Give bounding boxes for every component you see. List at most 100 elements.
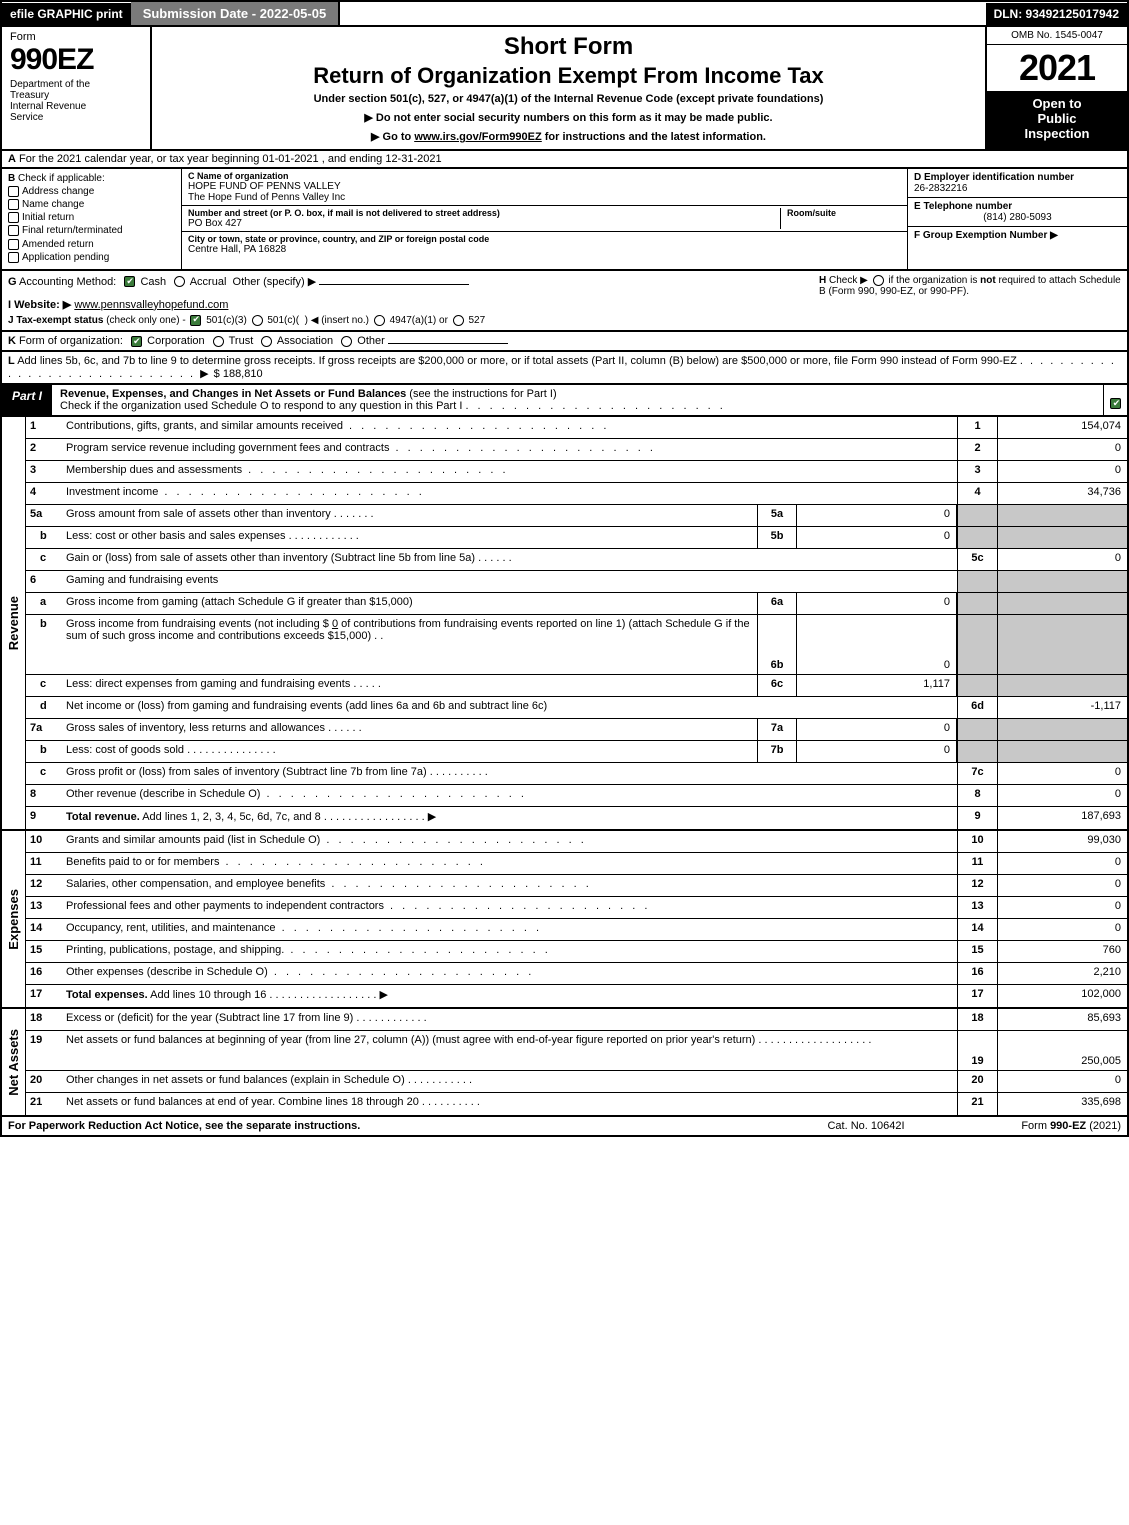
radio-accrual[interactable] xyxy=(174,276,185,287)
row-a-text: For the 2021 calendar year, or tax year … xyxy=(19,153,442,165)
ein-label: D Employer identification number xyxy=(914,172,1121,183)
net-assets-side-label: Net Assets xyxy=(2,1009,26,1115)
footer-cat-no: Cat. No. 10642I xyxy=(791,1120,941,1132)
expenses-side-label: Expenses xyxy=(2,831,26,1007)
inspection-label: Open toPublicInspection xyxy=(987,92,1127,149)
form-word: Form xyxy=(10,31,142,43)
cb-amended[interactable]: Amended return xyxy=(8,239,175,250)
addr-value: PO Box 427 xyxy=(188,218,774,229)
line-4: 4 Investment income 4 34,736 xyxy=(26,483,1127,505)
other-specify-input[interactable] xyxy=(319,284,469,285)
row-g-label: G xyxy=(8,276,17,288)
phone-block: E Telephone number (814) 280-5093 xyxy=(908,198,1127,227)
line-7b: b Less: cost of goods sold . . . . . . .… xyxy=(26,741,1127,763)
cb-final-return[interactable]: Final return/terminated xyxy=(8,225,175,236)
line-21: 21 Net assets or fund balances at end of… xyxy=(26,1093,1127,1115)
group-exemption-label: F Group Exemption Number ▶ xyxy=(914,230,1058,241)
omb-number: OMB No. 1545-0047 xyxy=(987,27,1127,45)
row-l: L Add lines 5b, 6c, and 7b to line 9 to … xyxy=(0,352,1129,385)
room-label: Room/suite xyxy=(787,208,901,218)
line-5c: c Gain or (loss) from sale of assets oth… xyxy=(26,549,1127,571)
radio-trust[interactable] xyxy=(213,336,224,347)
col-def: D Employer identification number 26-2832… xyxy=(907,169,1127,269)
form-header: Form 990EZ Department of theTreasuryInte… xyxy=(0,25,1129,151)
row-i: I Website: ▶ www.pennsvalleyhopefund.com xyxy=(8,298,811,311)
footer-form-ref: Form 990-EZ (2021) xyxy=(941,1120,1121,1132)
info-grid: B Check if applicable: Address change Na… xyxy=(0,169,1129,271)
line-19: 19 Net assets or fund balances at beginn… xyxy=(26,1031,1127,1071)
line-6d: d Net income or (loss) from gaming and f… xyxy=(26,697,1127,719)
page-footer: For Paperwork Reduction Act Notice, see … xyxy=(0,1117,1129,1137)
line-20: 20 Other changes in net assets or fund b… xyxy=(26,1071,1127,1093)
part-1-title: Revenue, Expenses, and Changes in Net As… xyxy=(52,385,1103,415)
cb-schedule-o[interactable] xyxy=(1110,398,1121,409)
expenses-table: Expenses 10 Grants and similar amounts p… xyxy=(0,831,1129,1009)
line-9: 9 Total revenue. Add lines 1, 2, 3, 4, 5… xyxy=(26,807,1127,829)
cb-initial-return[interactable]: Initial return xyxy=(8,212,175,223)
line-5a: 5a Gross amount from sale of assets othe… xyxy=(26,505,1127,527)
radio-4947[interactable] xyxy=(374,315,385,326)
header-left: Form 990EZ Department of theTreasuryInte… xyxy=(2,27,152,149)
col-b: B Check if applicable: Address change Na… xyxy=(2,169,182,269)
short-form-title: Short Form xyxy=(162,33,975,61)
radio-other-org[interactable] xyxy=(341,336,352,347)
line-6b: b Gross income from fundraising events (… xyxy=(26,615,1127,675)
row-k-label: K xyxy=(8,335,16,347)
cb-501c3[interactable] xyxy=(190,315,201,326)
line-2: 2 Program service revenue including gove… xyxy=(26,439,1127,461)
line-5b: b Less: cost or other basis and sales ex… xyxy=(26,527,1127,549)
row-a-label: A xyxy=(8,153,16,165)
org-name-1: HOPE FUND OF PENNS VALLEY xyxy=(188,181,901,192)
org-name-2: The Hope Fund of Penns Valley Inc xyxy=(188,192,901,203)
instruction-2: ▶ Go to www.irs.gov/Form990EZ for instru… xyxy=(162,130,975,143)
address-block: Number and street (or P. O. box, if mail… xyxy=(182,206,907,232)
irs-link[interactable]: www.irs.gov/Form990EZ xyxy=(414,131,541,143)
cb-name-change[interactable]: Name change xyxy=(8,199,175,210)
radio-schedule-b[interactable] xyxy=(873,275,884,286)
row-i-label: I Website: ▶ xyxy=(8,299,71,311)
cb-address-change[interactable]: Address change xyxy=(8,186,175,197)
website-value: www.pennsvalleyhopefund.com xyxy=(74,299,228,311)
row-j-label: J Tax-exempt status xyxy=(8,315,103,326)
col-b-heading: B Check if applicable: xyxy=(8,173,175,184)
row-k: K Form of organization: Corporation Trus… xyxy=(0,332,1129,352)
line-3: 3 Membership dues and assessments 3 0 xyxy=(26,461,1127,483)
row-h-label: H xyxy=(819,275,826,286)
radio-501c[interactable] xyxy=(252,315,263,326)
line-13: 13 Professional fees and other payments … xyxy=(26,897,1127,919)
line-6: 6 Gaming and fundraising events xyxy=(26,571,1127,593)
city-value: Centre Hall, PA 16828 xyxy=(188,244,901,255)
phone-value: (814) 280-5093 xyxy=(914,212,1121,223)
org-name-label: C Name of organization xyxy=(188,171,901,181)
efile-label[interactable]: efile GRAPHIC print xyxy=(2,3,131,25)
net-assets-table: Net Assets 18 Excess or (deficit) for th… xyxy=(0,1009,1129,1117)
other-org-input[interactable] xyxy=(388,343,508,344)
radio-527[interactable] xyxy=(453,315,464,326)
row-gh: G Accounting Method: Cash Accrual Other … xyxy=(0,271,1129,332)
row-g: G Accounting Method: Cash Accrual Other … xyxy=(8,275,811,326)
row-j: J Tax-exempt status (check only one) - 5… xyxy=(8,315,811,326)
line-12: 12 Salaries, other compensation, and emp… xyxy=(26,875,1127,897)
line-16: 16 Other expenses (describe in Schedule … xyxy=(26,963,1127,985)
line-15: 15 Printing, publications, postage, and … xyxy=(26,941,1127,963)
line-7c: c Gross profit or (loss) from sales of i… xyxy=(26,763,1127,785)
top-bar: efile GRAPHIC print Submission Date - 20… xyxy=(0,0,1129,25)
header-right: OMB No. 1545-0047 2021 Open toPublicInsp… xyxy=(987,27,1127,149)
line-11: 11 Benefits paid to or for members 11 0 xyxy=(26,853,1127,875)
line-14: 14 Occupancy, rent, utilities, and maint… xyxy=(26,919,1127,941)
line-6c: c Less: direct expenses from gaming and … xyxy=(26,675,1127,697)
revenue-table: Revenue 1 Contributions, gifts, grants, … xyxy=(0,417,1129,831)
footer-left: For Paperwork Reduction Act Notice, see … xyxy=(8,1120,791,1132)
instr2-post: for instructions and the latest informat… xyxy=(542,131,766,143)
city-block: City or town, state or province, country… xyxy=(182,232,907,257)
ein-block: D Employer identification number 26-2832… xyxy=(908,169,1127,198)
cb-corporation[interactable] xyxy=(131,336,142,347)
row-h: H Check ▶ if the organization is not req… xyxy=(811,275,1121,326)
submission-date: Submission Date - 2022-05-05 xyxy=(131,2,341,25)
line-8: 8 Other revenue (describe in Schedule O)… xyxy=(26,785,1127,807)
dln-label: DLN: 93492125017942 xyxy=(986,3,1127,25)
phone-label: E Telephone number xyxy=(914,201,1121,212)
cb-application-pending[interactable]: Application pending xyxy=(8,252,175,263)
radio-association[interactable] xyxy=(261,336,272,347)
cb-cash[interactable] xyxy=(124,276,135,287)
